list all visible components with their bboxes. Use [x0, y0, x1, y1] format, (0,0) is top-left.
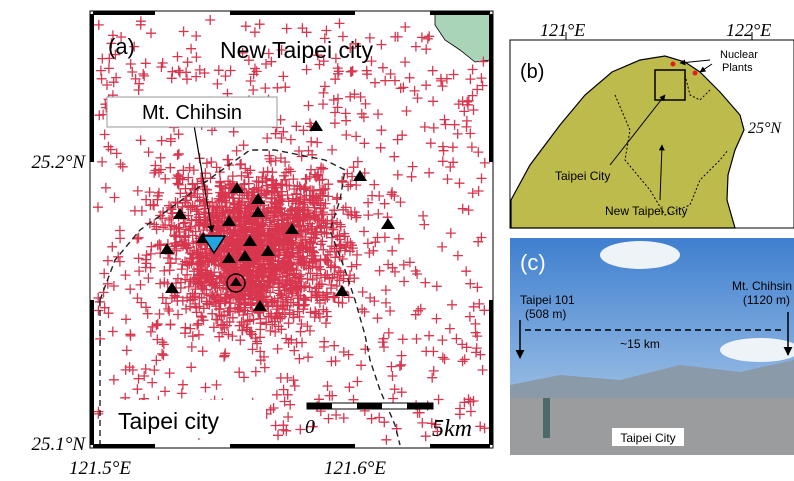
panel-b: Nuclear Plants Taipei City New Taipei Ci…	[510, 20, 794, 228]
annotation: (508 m)	[525, 307, 566, 321]
peak-label: Mt. Chihsin	[142, 102, 242, 124]
panel-label: (a)	[108, 34, 135, 59]
scale-bar	[307, 403, 433, 409]
annotation: Plants	[722, 62, 753, 74]
area-label: Taipei city	[118, 408, 219, 434]
annotation: ~15 km	[620, 337, 660, 351]
annotation: Taipei 101	[520, 293, 575, 307]
annotation: New Taipei City	[605, 204, 687, 218]
panel-label: (b)	[520, 61, 544, 83]
scale-label: 0	[305, 416, 315, 438]
annotation: Taipei City	[620, 431, 675, 445]
annotation: Nuclear	[720, 49, 758, 61]
lon-tick: 121°E	[540, 20, 585, 40]
annotation: Mt. Chihsin	[732, 279, 792, 293]
panel-a: Mt. Chihsin (a) New Taipei city Taipei c…	[31, 11, 493, 479]
cloud	[600, 241, 680, 269]
plant	[693, 71, 698, 76]
plant	[671, 62, 676, 67]
city	[510, 398, 794, 455]
area-label: New Taipei city	[220, 37, 373, 63]
lat-tick: 25.2°N	[31, 152, 86, 173]
lon-tick: 121.5°E	[69, 458, 131, 479]
panel-label: (c)	[520, 250, 546, 275]
lat-tick: 25.1°N	[31, 434, 86, 455]
figure: Mt. Chihsin (a) New Taipei city Taipei c…	[0, 0, 794, 481]
annotation: Taipei City	[555, 169, 610, 183]
panel-c: (c) Taipei 101 (508 m) Mt. Chihsin (1120…	[510, 238, 794, 455]
lon-tick: 121.6°E	[324, 458, 386, 479]
lat-tick: 25°N	[748, 120, 782, 137]
scale-label: 5km	[432, 416, 472, 442]
annotation: (1120 m)	[743, 293, 790, 307]
tower	[543, 398, 550, 438]
lon-tick: 122°E	[726, 20, 771, 40]
